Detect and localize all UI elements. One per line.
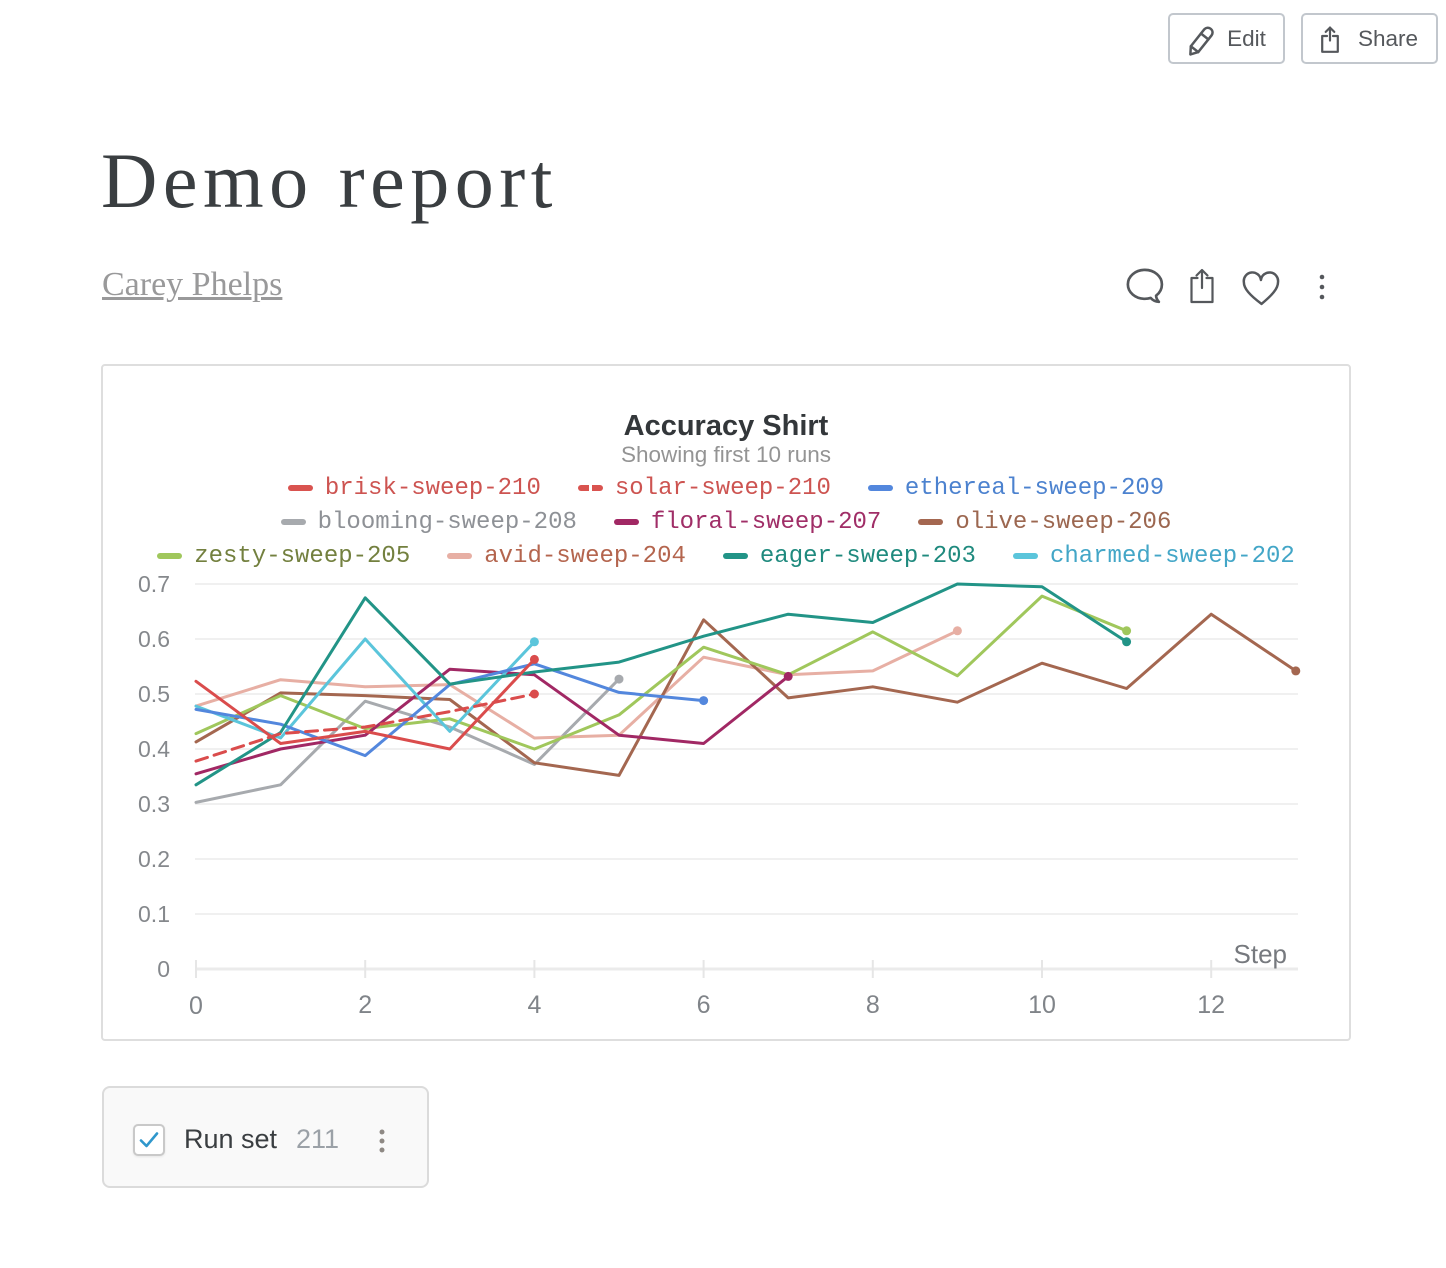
svg-text:12: 12 [1197, 991, 1225, 1019]
svg-text:0.1: 0.1 [138, 901, 170, 927]
svg-text:0.5: 0.5 [138, 681, 170, 707]
svg-text:8: 8 [866, 991, 880, 1019]
svg-text:0.6: 0.6 [138, 626, 170, 652]
svg-text:0.2: 0.2 [138, 846, 170, 872]
svg-text:0.4: 0.4 [138, 736, 170, 762]
svg-text:4: 4 [527, 991, 541, 1019]
svg-text:0.3: 0.3 [138, 791, 170, 817]
svg-text:6: 6 [697, 991, 711, 1019]
svg-text:0: 0 [157, 956, 170, 982]
svg-text:2: 2 [358, 991, 372, 1019]
svg-text:Step: Step [1234, 939, 1288, 969]
svg-text:0: 0 [189, 992, 203, 1020]
svg-text:10: 10 [1028, 991, 1056, 1019]
svg-text:0.7: 0.7 [138, 571, 170, 597]
